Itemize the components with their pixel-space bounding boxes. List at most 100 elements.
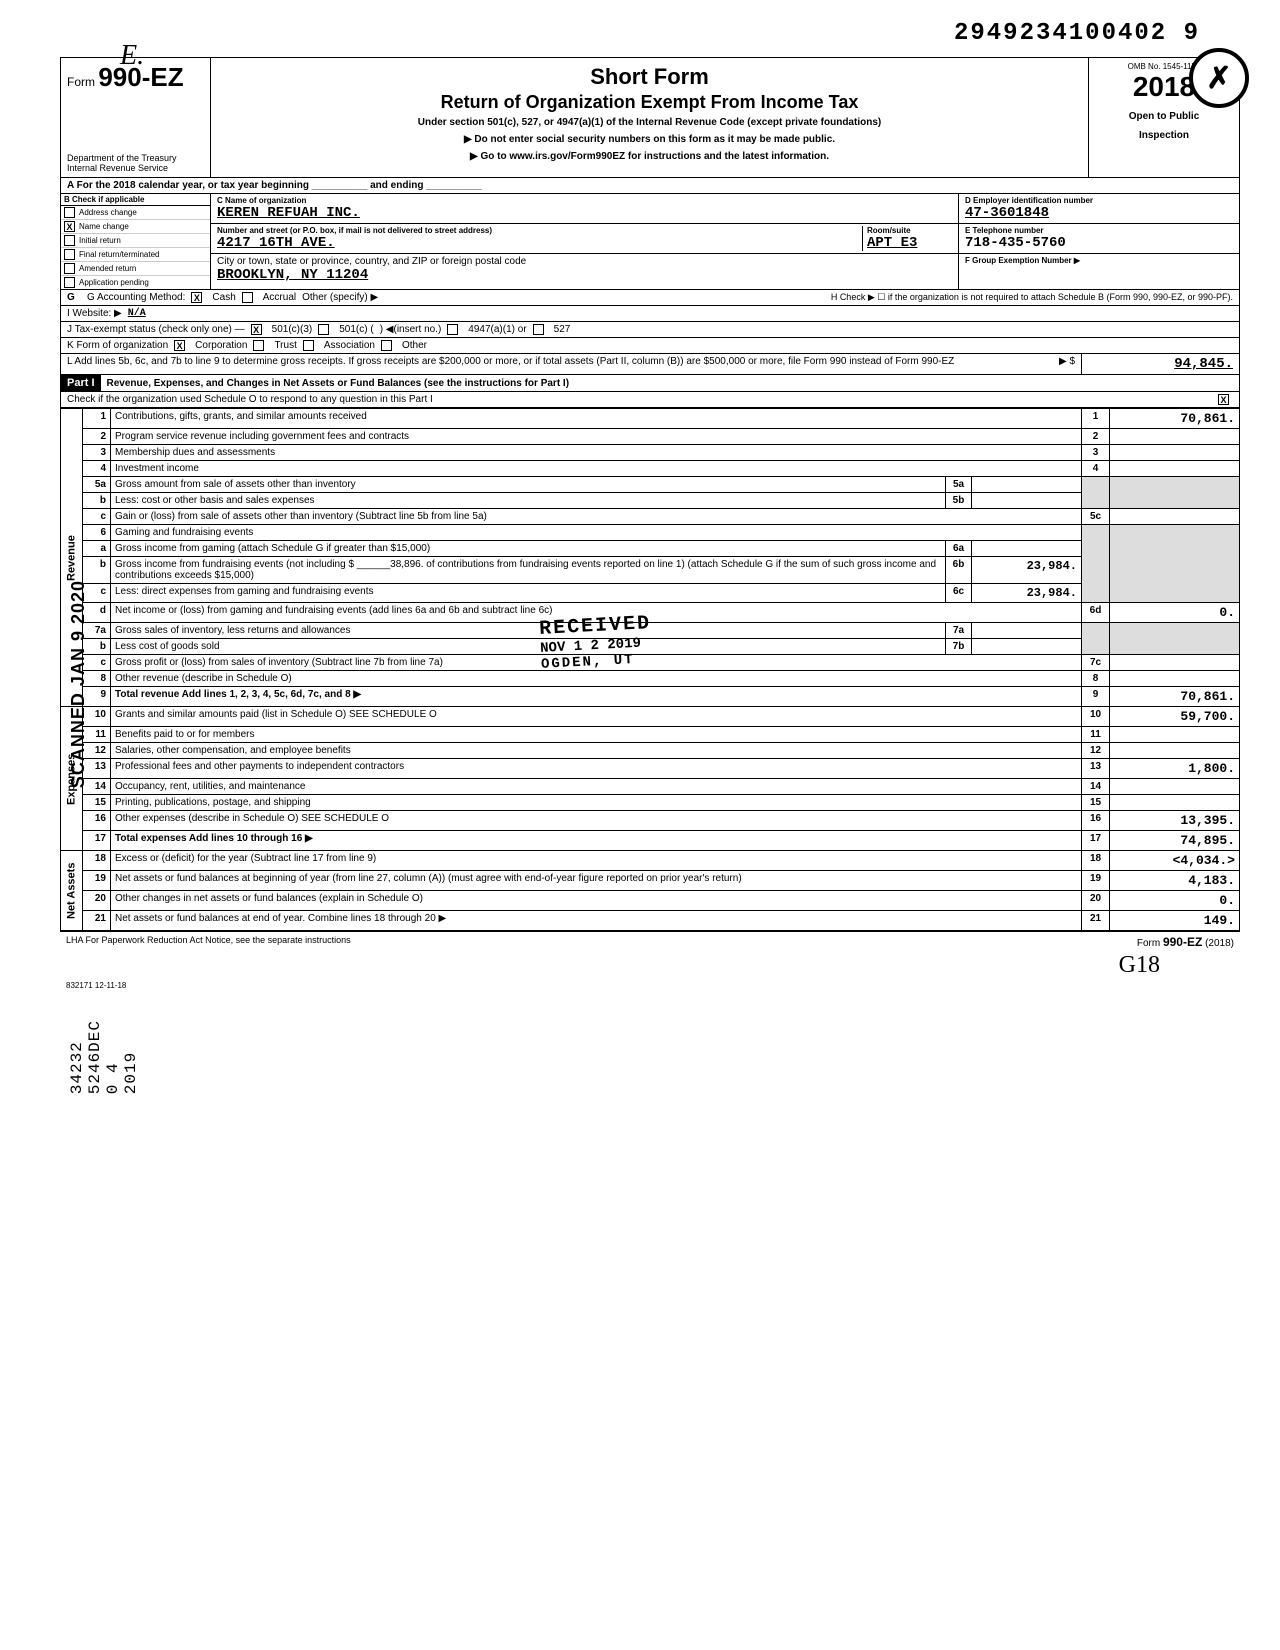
row-l-arrow: ▶ $ — [1059, 356, 1075, 367]
ld: Gross income from fundraising events (no… — [111, 557, 946, 584]
cb-label: Name change — [79, 222, 129, 231]
org-name: KEREN REFUAH INC. — [217, 205, 952, 221]
ln: c — [83, 509, 111, 525]
ld: Gain or (loss) from sale of assets other… — [111, 509, 1082, 525]
ln: 21 — [83, 911, 111, 931]
bottom-code: 832171 12-11-18 — [60, 979, 1240, 992]
cb-initial-return: Initial return — [61, 234, 210, 248]
tel-value: 718-435-5760 — [965, 235, 1233, 251]
cash-label: Cash — [212, 292, 235, 303]
cb-address-change: Address change — [61, 206, 210, 220]
cb-corp: X — [174, 340, 185, 351]
dept-line1: Department of the Treasury — [67, 153, 204, 163]
ld: Other expenses (describe in Schedule O) … — [111, 811, 1082, 831]
cb-trust — [253, 340, 264, 351]
ld: Gross income from gaming (attach Schedul… — [111, 541, 946, 557]
lb: 17 — [1082, 831, 1110, 851]
title-sub: Return of Organization Exempt From Incom… — [221, 92, 1078, 113]
lb: 1 — [1082, 409, 1110, 429]
la — [1110, 743, 1240, 759]
ld: Printing, publications, postage, and shi… — [111, 795, 1082, 811]
footer-year: (2018) — [1202, 938, 1234, 949]
ld: Less cost of goods sold — [111, 639, 946, 655]
line-5c: cGain or (loss) from sale of assets othe… — [61, 509, 1240, 525]
row-i: I Website: ▶ N/A — [60, 306, 1240, 322]
la — [1110, 795, 1240, 811]
line-2: 2Program service revenue including gover… — [61, 429, 1240, 445]
tel-label: E Telephone number — [965, 226, 1233, 235]
line-9: 9Total revenue Add lines 1, 2, 3, 4, 5c,… — [61, 687, 1240, 707]
lib: 6b — [946, 557, 972, 584]
accrual-label: Accrual — [263, 292, 296, 303]
la: 74,895. — [1110, 831, 1240, 851]
line-20: 20Other changes in net assets or fund ba… — [61, 891, 1240, 911]
cb-501c3: X — [251, 324, 262, 335]
line-11: 11Benefits paid to or for members11 — [61, 727, 1240, 743]
footer-form-pre: Form — [1137, 938, 1163, 949]
part1-label: Part I — [61, 375, 101, 391]
la: 70,861. — [1110, 409, 1240, 429]
ld: Grants and similar amounts paid (list in… — [111, 707, 1082, 727]
ln: 19 — [83, 871, 111, 891]
la: 0. — [1110, 603, 1240, 623]
ln: 2 — [83, 429, 111, 445]
lia — [972, 493, 1082, 509]
cb-cash: X — [191, 292, 202, 303]
ln: 4 — [83, 461, 111, 477]
lb: 13 — [1082, 759, 1110, 779]
row-k-label: K Form of organization — [67, 340, 168, 351]
ld: Investment income — [111, 461, 1082, 477]
lb: 18 — [1082, 851, 1110, 871]
cb-assoc — [303, 340, 314, 351]
box-b-header: B Check if applicable — [61, 194, 210, 206]
website-label: I Website: ▶ — [67, 308, 122, 319]
line-19: 19Net assets or fund balances at beginni… — [61, 871, 1240, 891]
lib: 7a — [946, 623, 972, 639]
ld: Benefits paid to or for members — [111, 727, 1082, 743]
footer-left: LHA For Paperwork Reduction Act Notice, … — [66, 935, 351, 949]
ln: a — [83, 541, 111, 557]
lb: 15 — [1082, 795, 1110, 811]
lb: 11 — [1082, 727, 1110, 743]
arrow-line-2: ▶ Go to www.irs.gov/Form990EZ for instru… — [221, 151, 1078, 162]
la — [1110, 509, 1240, 525]
website-value: N/A — [128, 308, 146, 319]
ld: Program service revenue including govern… — [111, 429, 1082, 445]
room-value: APT E3 — [867, 235, 952, 251]
lib: 6a — [946, 541, 972, 557]
cb-label: Address change — [79, 208, 137, 217]
line-1: Revenue 1 Contributions, gifts, grants, … — [61, 409, 1240, 429]
side-revenue: Revenue — [61, 409, 83, 707]
ld: Salaries, other compensation, and employ… — [111, 743, 1082, 759]
arrow-line-1: ▶ Do not enter social security numbers o… — [221, 134, 1078, 145]
title-main: Short Form — [221, 64, 1078, 90]
lb: 21 — [1082, 911, 1110, 931]
part1-header-row: Part I Revenue, Expenses, and Changes in… — [60, 375, 1240, 392]
ld: Gross sales of inventory, less returns a… — [111, 623, 946, 639]
room-label: Room/suite — [867, 226, 952, 235]
side-expenses: Expenses — [61, 707, 83, 851]
lia — [972, 541, 1082, 557]
open-public-1: Open to Public — [1093, 111, 1235, 122]
form-header: Form 990-EZ Department of the Treasury I… — [60, 57, 1240, 178]
line-5b: bLess: cost or other basis and sales exp… — [61, 493, 1240, 509]
cb-final-return: Final return/terminated — [61, 248, 210, 262]
la: 149. — [1110, 911, 1240, 931]
footer: LHA For Paperwork Reduction Act Notice, … — [60, 931, 1240, 952]
la — [1110, 445, 1240, 461]
line-8: 8Other revenue (describe in Schedule O)8 — [61, 671, 1240, 687]
lb: 16 — [1082, 811, 1110, 831]
line-16: 16Other expenses (describe in Schedule O… — [61, 811, 1240, 831]
ld: Occupancy, rent, utilities, and maintena… — [111, 779, 1082, 795]
ld: Other changes in net assets or fund bala… — [111, 891, 1082, 911]
row-a-tax-year: A For the 2018 calendar year, or tax yea… — [60, 178, 1240, 194]
lb: 3 — [1082, 445, 1110, 461]
ein-value: 47-3601848 — [965, 205, 1233, 221]
lib: 7b — [946, 639, 972, 655]
line-5a: 5aGross amount from sale of assets other… — [61, 477, 1240, 493]
501c3-label: 501(c)(3) — [272, 324, 313, 335]
open-public-2: Inspection — [1093, 130, 1235, 141]
cb-sched-o: X — [1218, 394, 1229, 405]
ln: 3 — [83, 445, 111, 461]
lia — [972, 623, 1082, 639]
